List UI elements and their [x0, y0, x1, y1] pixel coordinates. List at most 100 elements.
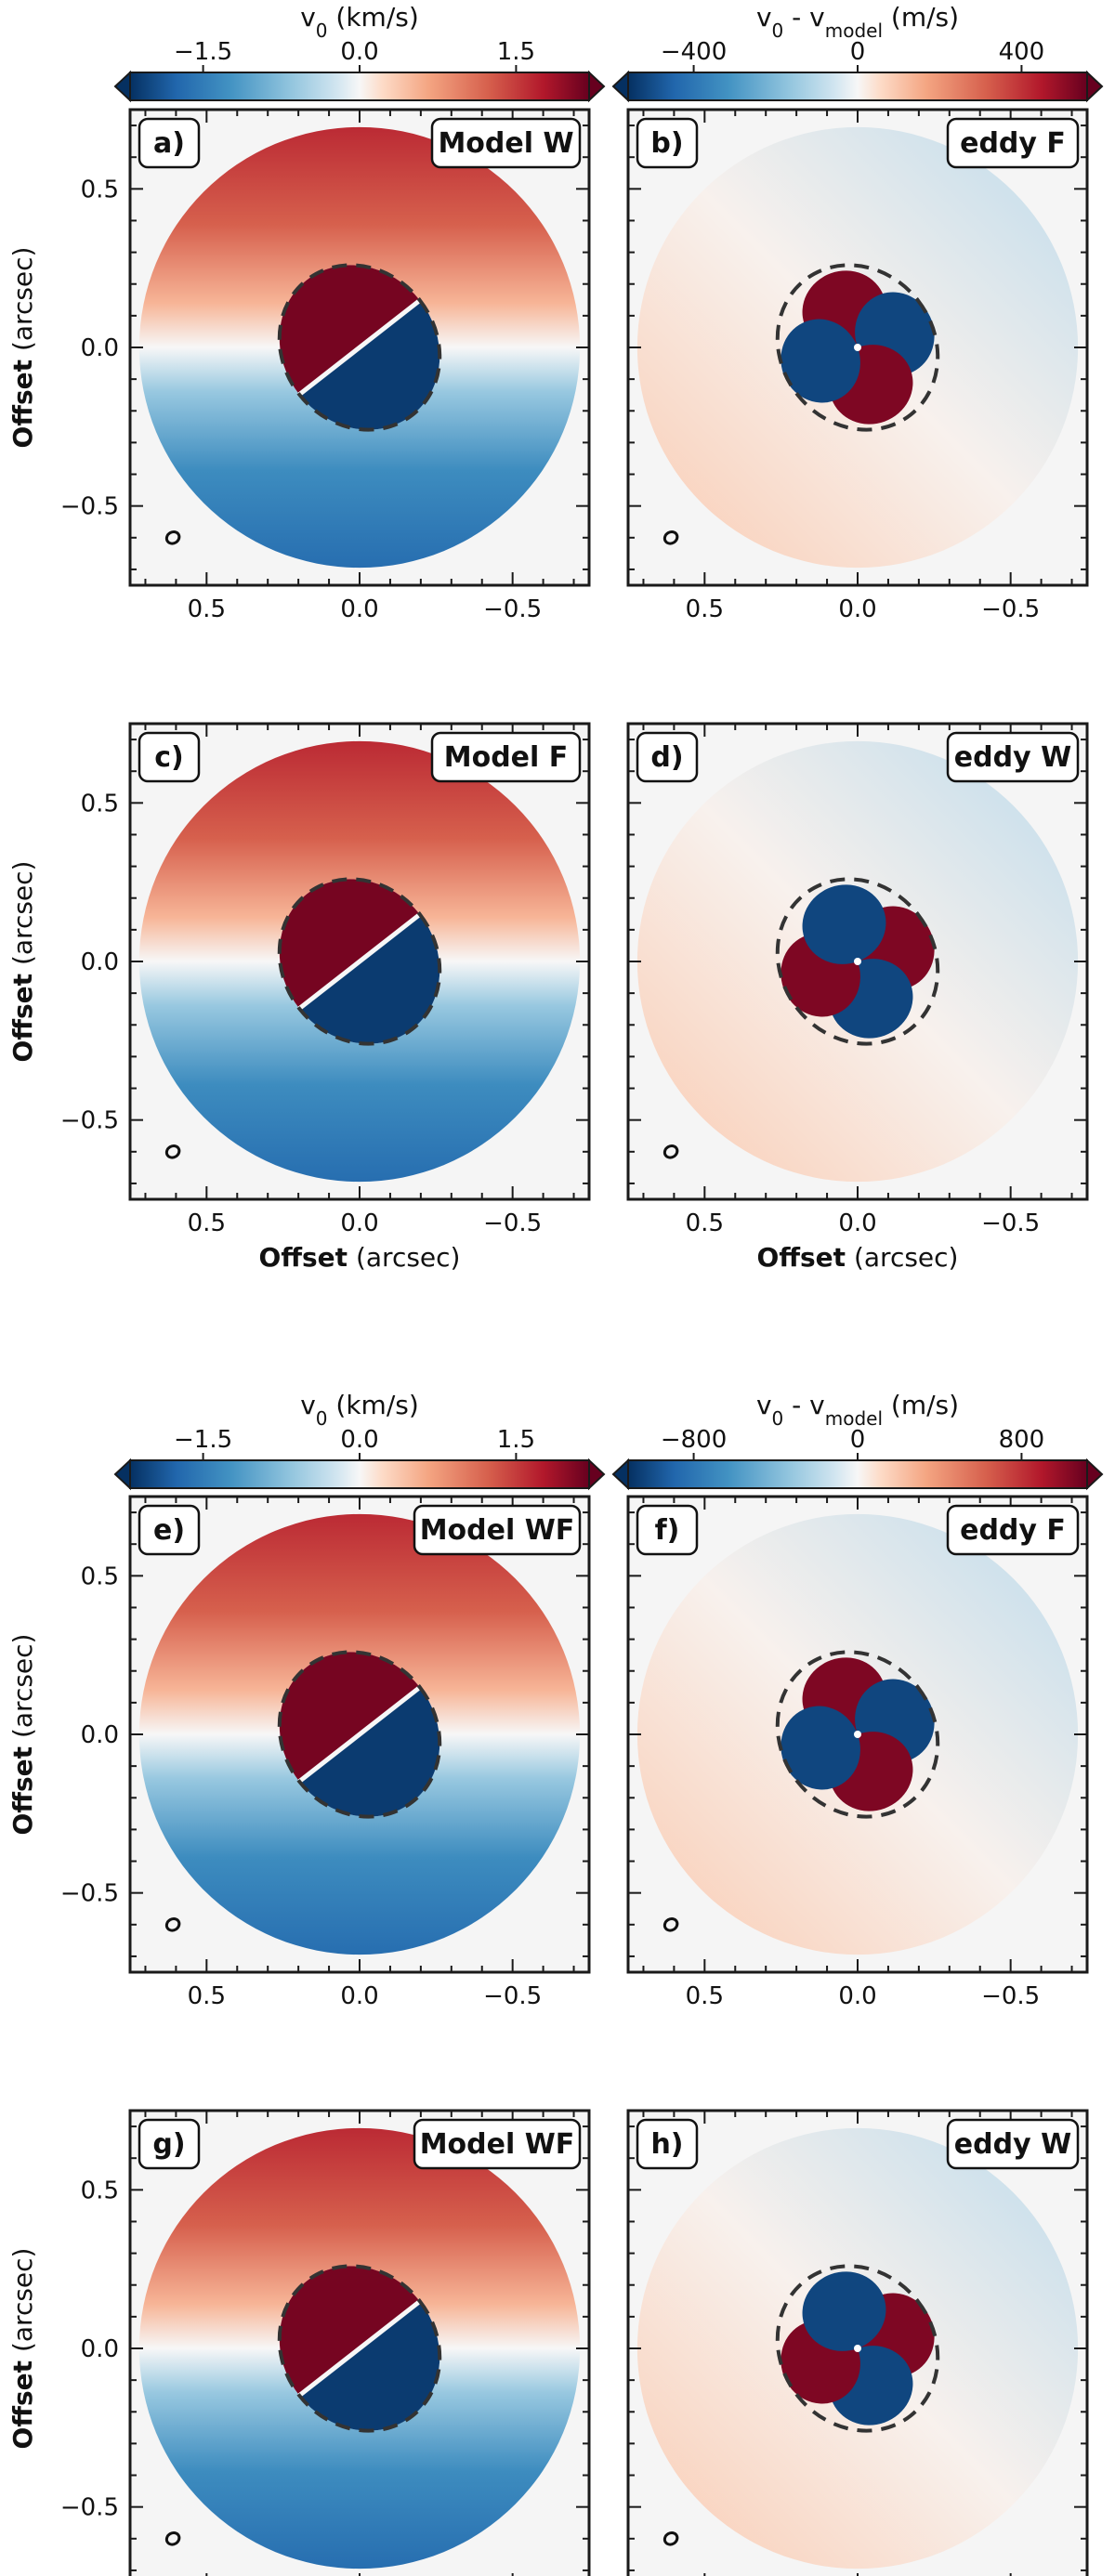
redshifted-lobe — [280, 879, 420, 1009]
redshifted-lobe — [280, 265, 420, 395]
panel-letter-text: b) — [650, 127, 683, 160]
residual-quadrupole — [780, 1657, 935, 1811]
y-tick-label: −0.5 — [60, 2494, 119, 2522]
x-tick-label: 0.5 — [188, 595, 226, 623]
panel-c: 0.5 0.0 −0.5 0.5 0.0 −0.5 c) Model F — [60, 722, 591, 1237]
colorbar-label: v0 - vmodel (m/s) — [756, 1390, 959, 1430]
axis-ticks — [628, 2111, 1087, 2576]
y-axis-label: Offset (arcsec) — [7, 1634, 38, 1836]
panel-title-label: Model F — [430, 731, 582, 783]
panel-f: 0.5 0.0 −0.5 f) eddy F — [626, 1495, 1089, 2010]
x-tick-label: 0.0 — [340, 1210, 378, 1237]
cavity-outline-dashed — [277, 2264, 442, 2433]
axis-ticks — [130, 2111, 589, 2576]
x-tick-label: 0.0 — [340, 595, 378, 623]
panel-title-box — [946, 117, 1080, 169]
panel-title-text: Model WF — [420, 2128, 575, 2161]
panel-letter-box — [138, 117, 201, 169]
x-tick-label: −0.5 — [483, 1982, 542, 2010]
cavity-outline-dashed — [775, 2264, 940, 2433]
colorbar-2: −400 0 400 v0 - vmodel (m/s) — [611, 2, 1104, 103]
heatmap-image — [138, 126, 581, 569]
panel-letter-text: f) — [655, 1514, 680, 1547]
residual-quadrupole — [780, 270, 935, 425]
y-tick-label: 0.0 — [81, 1721, 119, 1749]
colorbar-gradient — [628, 72, 1087, 100]
panel-letter-text: g) — [152, 2128, 185, 2161]
y-tick-label: 0.5 — [81, 176, 119, 203]
panel-title-text: Model W — [438, 127, 573, 160]
colorbar-extend-high — [1086, 70, 1104, 103]
panel-letter-box — [138, 731, 201, 783]
heatmap-image — [138, 740, 581, 1183]
inner-cavity-lobes — [279, 1652, 440, 1817]
y-axis-label: Offset (arcsec) — [7, 2248, 38, 2450]
panel-g: 0.50.0−0.50.50.0−0.5g)Model WF — [60, 2109, 591, 2576]
colorbar-tick-label: 1.5 — [497, 38, 535, 66]
panel-title-text: eddy W — [954, 2128, 1071, 2161]
x-tick-label: −0.5 — [483, 595, 542, 623]
colorbar-4: −800 0 800 v0 - vmodel (m/s) — [611, 1390, 1104, 1491]
zero-velocity-line — [297, 298, 422, 397]
x-tick-label: 0.5 — [686, 595, 724, 623]
panel-title-box — [430, 117, 582, 169]
residual-quadrupole — [780, 2271, 935, 2426]
beam-ellipse — [662, 2531, 679, 2546]
residual-lobe — [802, 2271, 886, 2351]
center-marker — [854, 958, 861, 965]
panel-title-label: eddy F — [946, 117, 1080, 169]
panel-title-box — [946, 1504, 1080, 1556]
colorbar-tick-label: −400 — [661, 38, 727, 66]
colorbar-tick-label: 0.0 — [340, 1426, 378, 1454]
colorbar-tick-label: 400 — [999, 38, 1045, 66]
colorbar-tick-label: 0.0 — [340, 38, 378, 66]
panel-letter-label: e) — [138, 1504, 201, 1556]
y-tick-label: −0.5 — [60, 493, 119, 521]
panel-title-box — [946, 2118, 1080, 2170]
beam-ellipse — [164, 530, 181, 545]
panel-letter-text: c) — [154, 741, 184, 774]
panel-d: 0.5 0.0 −0.5 d) eddy W — [626, 722, 1089, 1237]
x-tick-label: 0.0 — [838, 1982, 876, 2010]
cavity-outline-dashed — [277, 263, 442, 432]
beam-ellipse — [662, 1144, 679, 1159]
colorbar-tick-label: 0 — [850, 38, 866, 66]
x-tick-label: 0.5 — [188, 1210, 226, 1237]
residual-quadrupole — [780, 884, 935, 1039]
residual-lobe — [802, 884, 886, 964]
colorbar-gradient — [130, 72, 589, 100]
cavity-outline-dashed — [277, 1650, 442, 1819]
x-axis-label: Offset (arcsec) — [757, 1242, 959, 1273]
colorbar-extend-high — [588, 1458, 606, 1491]
y-axis-label: Offset (arcsec) — [7, 247, 38, 449]
x-tick-label: 0.0 — [340, 1982, 378, 2010]
colorbar-3: −1.5 0.0 1.5 v0 (km/s) — [113, 1390, 606, 1491]
residual-lobe — [780, 319, 860, 403]
axis-ticks — [130, 724, 589, 1199]
center-marker — [854, 344, 861, 351]
x-tick-label: 0.5 — [686, 1210, 724, 1237]
panel-title-text: eddy W — [954, 741, 1071, 774]
panel-letter-box — [138, 1504, 201, 1556]
colorbar-tick-label: −1.5 — [174, 38, 232, 66]
cavity-outline-dashed — [775, 877, 940, 1046]
panel-letter-label: f) — [636, 1504, 699, 1556]
beam-ellipse — [164, 2531, 181, 2546]
colorbar-extend-low — [113, 70, 131, 103]
panels: 0.5 0.0 −0.5 0.5 0.0 −0.5 a) Model W 0.5 0.0 −0.5 b… — [60, 108, 1089, 2576]
panel-letter-box — [636, 731, 699, 783]
colorbar-extend-high — [588, 70, 606, 103]
panel-h: 0.50.0−0.5h)eddy W — [626, 2109, 1089, 2576]
axis-labels: Offset (arcsec) Offset (arcsec) Offset (ar… — [7, 247, 959, 2450]
blueshifted-lobe — [299, 2301, 439, 2431]
panel-title-text: eddy F — [960, 1514, 1066, 1547]
cavity-outline-dashed — [775, 263, 940, 432]
colorbar-label: v0 (km/s) — [300, 1390, 419, 1430]
y-axis-label: Offset (arcsec) — [7, 861, 38, 1063]
heatmap-image — [636, 126, 1079, 569]
panel-title-text: Model WF — [420, 1514, 575, 1547]
x-tick-label: 0.0 — [838, 1210, 876, 1237]
beam-ellipse — [164, 1144, 181, 1159]
redshifted-lobe — [280, 1652, 420, 1782]
panel-title-label: Model WF — [413, 1504, 582, 1556]
